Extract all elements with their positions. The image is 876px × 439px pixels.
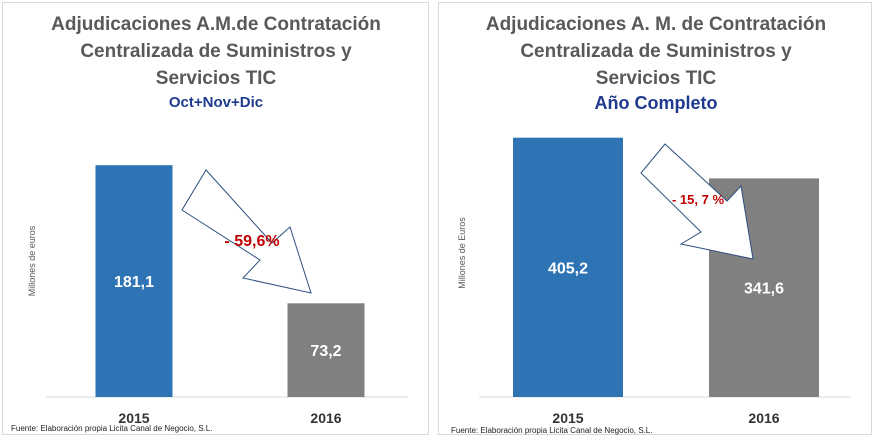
x-tick-2016: 2016 bbox=[310, 410, 341, 426]
data-label-2016: 73,2 bbox=[310, 343, 341, 360]
chart-title-line-2: Centralizada de Suministros y bbox=[520, 41, 792, 62]
data-label-2015: 405,2 bbox=[548, 260, 588, 277]
source-note: Fuente: Elaboración propia Licita Canal … bbox=[11, 424, 212, 433]
x-tick-2016: 2016 bbox=[748, 410, 779, 426]
chart-panel-year: Adjudicaciones A. M. de Contratación Cen… bbox=[438, 2, 872, 435]
chart-title-line-3: Servicios TIC bbox=[596, 68, 717, 89]
chart-title-line-1: Adjudicaciones A.M.de Contratación bbox=[51, 14, 381, 35]
change-arrow bbox=[640, 143, 754, 260]
y-axis-label: Millones de Euros bbox=[457, 217, 467, 289]
x-tick-2015: 2015 bbox=[118, 410, 149, 426]
chart-title-line-2: Centralizada de Suministros y bbox=[80, 41, 352, 62]
x-tick-2015: 2015 bbox=[552, 410, 583, 426]
data-label-2015: 181,1 bbox=[114, 274, 154, 291]
y-axis-label: Millones de euros bbox=[27, 225, 37, 296]
source-note: Fuente: Elaboración propia Licita Canal … bbox=[451, 426, 652, 435]
chart-title-line-3: Servicios TIC bbox=[156, 68, 277, 89]
chart-subtitle: Año Completo bbox=[595, 93, 718, 113]
chart-title-line-1: Adjudicaciones A. M. de Contratación bbox=[486, 14, 826, 35]
chart-panel-quarter: Adjudicaciones A.M.de Contratación Centr… bbox=[2, 2, 429, 435]
chart-svg-year: Adjudicaciones A. M. de Contratación Cen… bbox=[451, 14, 851, 435]
chart-subtitle: Oct+Nov+Dic bbox=[169, 94, 263, 111]
change-arrow bbox=[181, 169, 312, 294]
bar-2016 bbox=[287, 303, 365, 397]
bar-2015 bbox=[513, 137, 623, 397]
change-label: - 59,6% bbox=[224, 233, 279, 250]
data-label-2016: 341,6 bbox=[744, 281, 784, 298]
chart-svg-quarter: Adjudicaciones A.M.de Contratación Centr… bbox=[11, 14, 408, 433]
bar-2015 bbox=[95, 165, 173, 397]
change-label: - 15, 7 % bbox=[672, 192, 724, 207]
